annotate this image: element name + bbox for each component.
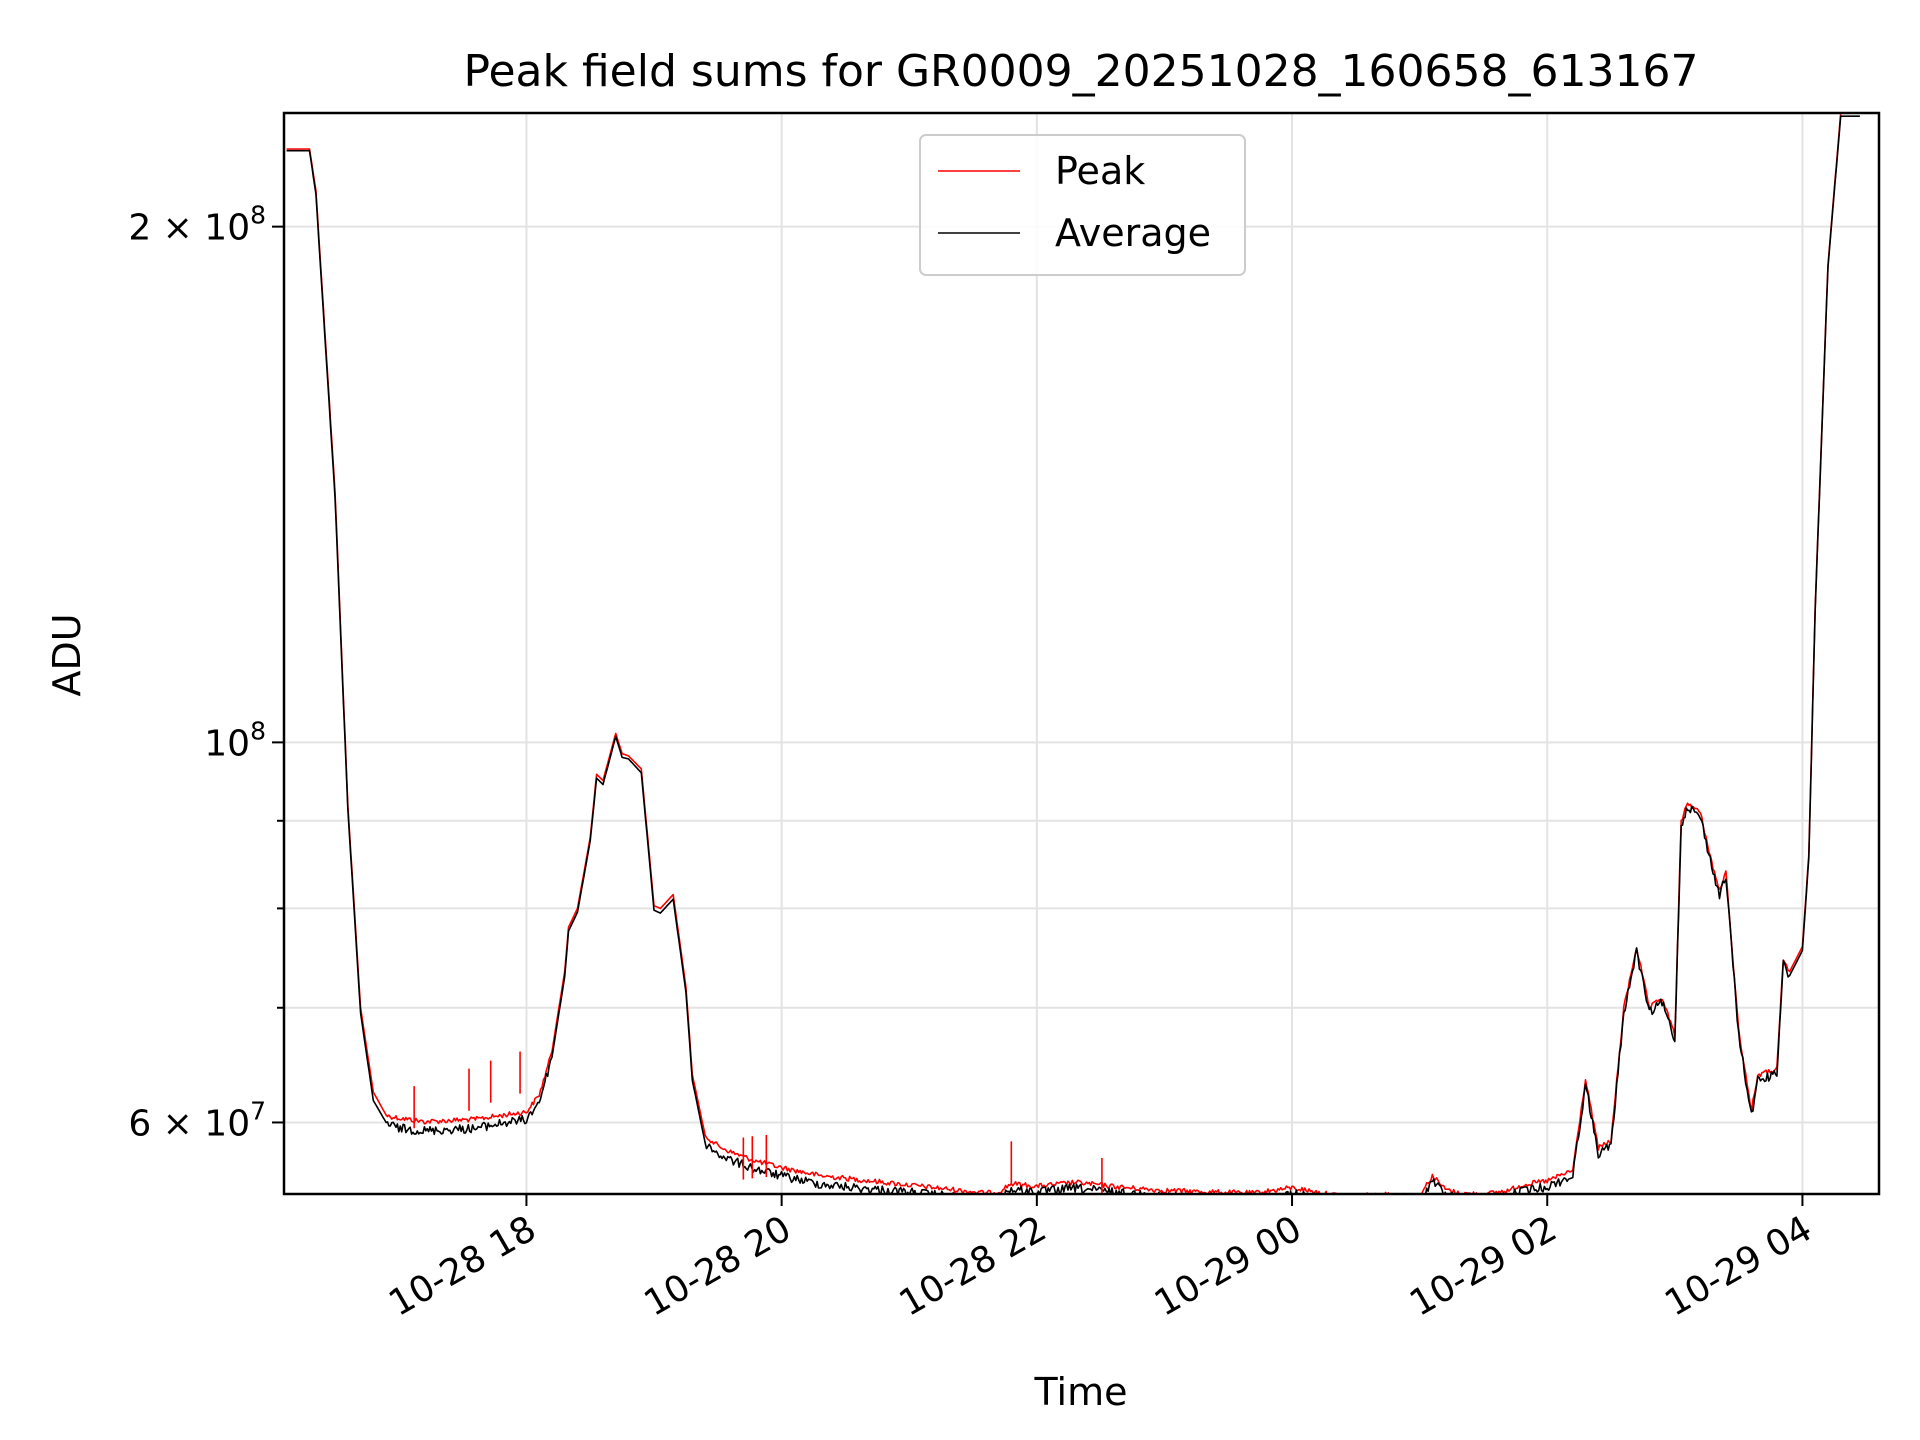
x-axis-label: Time <box>1034 1370 1128 1414</box>
legend-label-average: Average <box>1055 211 1211 255</box>
grid <box>284 113 1879 1194</box>
legend-box <box>919 134 1246 276</box>
series-line-average <box>286 115 1860 1194</box>
y-tick-label: 2 × 108 <box>128 201 266 249</box>
y-tick-label: 6 × 107 <box>128 1096 266 1144</box>
chart-title: Peak field sums for GR0009_20251028_1606… <box>464 46 1699 97</box>
series-line-peak <box>286 113 1860 1194</box>
axes-frame <box>282 111 1881 1196</box>
y-axis-label: ADU <box>45 613 89 696</box>
y-tick-label: 108 <box>204 716 266 764</box>
plot-area <box>286 113 1860 1194</box>
legend: Peak Average <box>919 134 1246 276</box>
legend-label-peak: Peak <box>1055 149 1145 193</box>
